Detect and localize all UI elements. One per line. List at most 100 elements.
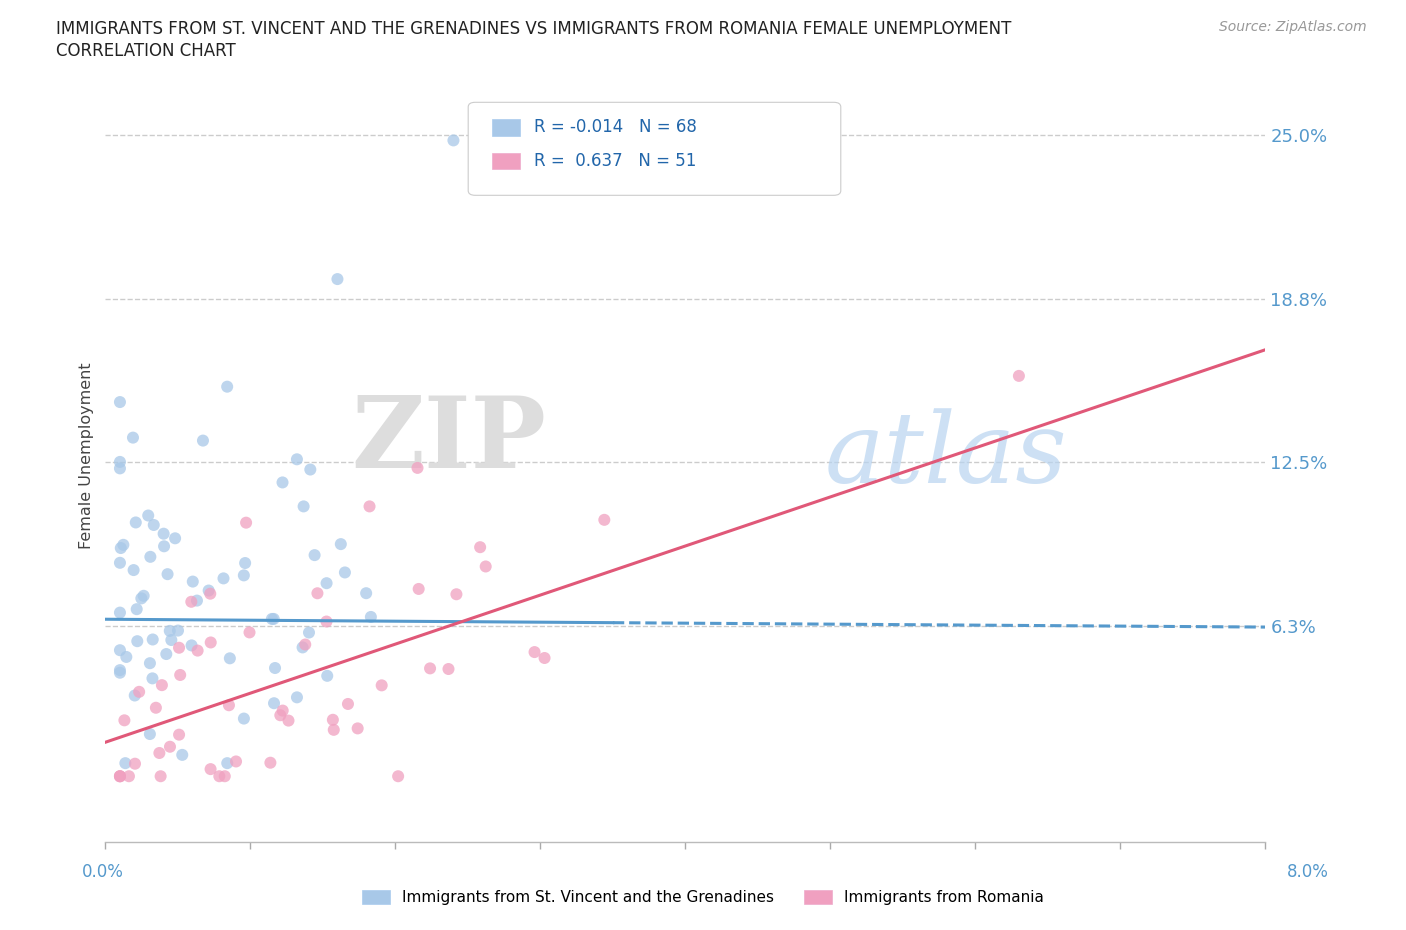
Point (291, 640, 314, 655)
Text: R =  0.637   N = 51: R = 0.637 N = 51 (534, 152, 696, 170)
Point (153, 538, 176, 553)
Text: R = -0.014   N = 68: R = -0.014 N = 68 (534, 118, 697, 137)
Point (169, 668, 191, 683)
Point (474, 559, 496, 574)
Point (108, 455, 131, 470)
Point (114, 756, 136, 771)
Point (172, 748, 194, 763)
Point (360, 609, 382, 624)
Point (112, 538, 135, 552)
Point (108, 769, 131, 784)
Point (263, 696, 285, 711)
Point (370, 678, 392, 693)
Point (437, 661, 460, 676)
Point (122, 563, 145, 578)
Point (167, 640, 190, 655)
Point (468, 539, 491, 554)
Point (139, 550, 162, 565)
Point (208, 769, 231, 784)
Point (200, 762, 222, 777)
Point (125, 602, 148, 617)
Point (150, 678, 173, 693)
Point (160, 632, 183, 647)
Point (127, 633, 149, 648)
Point (142, 517, 165, 532)
Point (238, 625, 260, 640)
Point (329, 537, 352, 551)
Point (118, 769, 141, 784)
Text: 8.0%: 8.0% (1286, 863, 1329, 881)
Point (167, 727, 190, 742)
Point (322, 723, 344, 737)
Point (406, 460, 429, 475)
Point (108, 643, 131, 658)
Point (271, 475, 294, 490)
Point (304, 548, 326, 563)
Point (108, 461, 131, 476)
Point (156, 566, 179, 581)
Point (112, 713, 135, 728)
Point (259, 755, 281, 770)
Point (200, 635, 222, 650)
Point (131, 591, 153, 605)
Text: CORRELATION CHART: CORRELATION CHART (56, 42, 236, 60)
Point (316, 669, 339, 684)
Point (142, 632, 165, 647)
Point (346, 721, 368, 736)
Point (108, 394, 131, 409)
Point (233, 555, 256, 570)
Point (124, 688, 146, 703)
Point (441, 133, 464, 148)
Point (136, 508, 159, 523)
Point (294, 637, 316, 652)
Point (322, 712, 344, 727)
Point (299, 462, 322, 477)
Point (218, 698, 240, 712)
Point (593, 512, 616, 527)
Point (108, 663, 131, 678)
Point (181, 574, 204, 589)
Point (336, 697, 359, 711)
Point (187, 644, 209, 658)
Point (200, 586, 222, 601)
Point (159, 623, 181, 638)
Point (197, 583, 219, 598)
Point (167, 623, 190, 638)
Point (446, 587, 468, 602)
Text: Source: ZipAtlas.com: Source: ZipAtlas.com (1219, 20, 1367, 34)
Point (132, 589, 155, 604)
Y-axis label: Female Unemployment: Female Unemployment (79, 363, 94, 549)
Point (165, 531, 187, 546)
Point (225, 754, 247, 769)
Point (148, 746, 170, 761)
Point (217, 379, 239, 394)
Point (1008, 368, 1031, 383)
Legend: Immigrants from St. Vincent and the Grenadines, Immigrants from Romania: Immigrants from St. Vincent and the Gren… (356, 884, 1050, 911)
Point (214, 769, 236, 784)
Point (141, 671, 163, 685)
Point (122, 431, 145, 445)
Point (315, 576, 337, 591)
Point (408, 581, 430, 596)
Point (277, 713, 299, 728)
Point (269, 708, 291, 723)
Point (159, 739, 181, 754)
Point (419, 661, 441, 676)
Point (260, 612, 283, 627)
Point (155, 646, 177, 661)
Point (212, 571, 235, 586)
Point (315, 614, 337, 629)
Point (186, 593, 208, 608)
Point (298, 625, 321, 640)
Point (145, 700, 167, 715)
Point (263, 611, 285, 626)
Text: ZIP: ZIP (352, 392, 546, 489)
Point (180, 638, 202, 653)
Point (307, 586, 329, 601)
Point (285, 452, 308, 467)
Point (152, 526, 174, 541)
Point (108, 769, 131, 784)
Point (523, 644, 546, 659)
Point (125, 515, 148, 530)
Point (139, 656, 162, 671)
